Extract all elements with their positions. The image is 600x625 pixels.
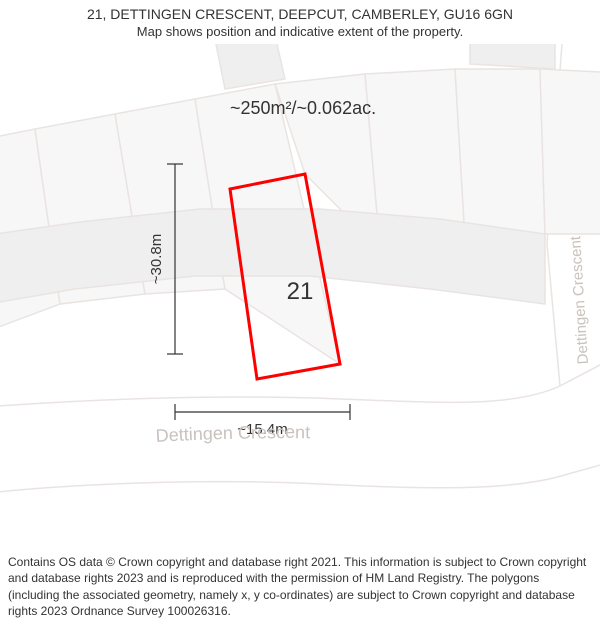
map-svg: 21~250m²/~0.062ac.~30.8m~15.4mDettingen … xyxy=(0,44,600,524)
page-title: 21, DETTINGEN CRESCENT, DEEPCUT, CAMBERL… xyxy=(0,6,600,22)
height-label: ~30.8m xyxy=(148,234,165,284)
copyright-footer: Contains OS data © Crown copyright and d… xyxy=(8,554,592,619)
page-container: { "header": { "title": "21, DETTINGEN CR… xyxy=(0,0,600,625)
map-header: 21, DETTINGEN CRESCENT, DEEPCUT, CAMBERL… xyxy=(0,0,600,39)
page-subtitle: Map shows position and indicative extent… xyxy=(0,24,600,39)
footer-text: Contains OS data © Crown copyright and d… xyxy=(8,555,586,618)
map-area: 21~250m²/~0.062ac.~30.8m~15.4mDettingen … xyxy=(0,44,600,524)
area-label: ~250m²/~0.062ac. xyxy=(230,98,376,118)
house-number-label: 21 xyxy=(287,278,314,305)
